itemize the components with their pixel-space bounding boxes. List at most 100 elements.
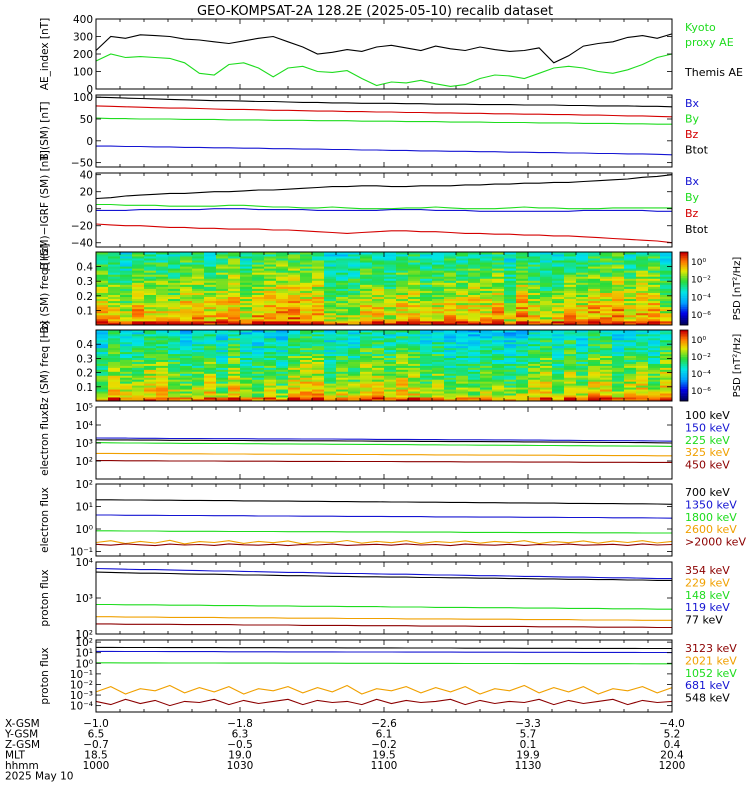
heatmap-cell	[132, 282, 145, 285]
heatmap-cell	[588, 288, 601, 291]
heatmap-cell	[216, 389, 229, 392]
heatmap-cell	[216, 276, 229, 279]
heatmap-cell	[228, 286, 241, 289]
heatmap-cell	[396, 397, 409, 400]
heatmap-cell	[588, 371, 601, 374]
heatmap-cell	[648, 322, 661, 326]
heatmap-cell	[528, 320, 541, 324]
heatmap-cell	[132, 286, 145, 289]
heatmap-cell	[156, 296, 169, 300]
heatmap-cell	[120, 260, 133, 263]
heatmap-cell	[96, 320, 109, 324]
heatmap-cell	[444, 278, 457, 281]
heatmap-cell	[372, 375, 385, 378]
heatmap-cell	[444, 345, 457, 349]
heatmap-cell	[516, 286, 529, 289]
heatmap-cell	[648, 264, 661, 267]
heatmap-cell	[420, 353, 433, 357]
heatmap-cell	[588, 282, 601, 285]
heatmap-cell	[456, 274, 469, 277]
heatmap-cell	[516, 331, 529, 335]
heatmap-cell	[372, 343, 385, 347]
heatmap-cell	[648, 377, 661, 380]
heatmap-cell	[360, 395, 373, 398]
heatmap-cell	[660, 296, 673, 300]
heatmap-cell	[192, 389, 205, 392]
heatmap-cell	[636, 331, 649, 335]
heatmap-cell	[300, 296, 313, 300]
heatmap-cell	[168, 389, 181, 392]
heatmap-cell	[516, 274, 529, 277]
heatmap-cell	[600, 284, 613, 287]
heatmap-cell	[216, 369, 229, 372]
heatmap-cell	[96, 341, 109, 345]
heatmap-cell	[588, 296, 601, 300]
footer-row-label: MLT	[5, 750, 25, 762]
colorbar-tick-label: 10⁻⁶	[691, 387, 711, 397]
heatmap-cell	[648, 304, 661, 308]
heatmap-cell	[204, 282, 217, 285]
heatmap-cell	[432, 373, 445, 376]
heatmap-cell	[276, 391, 289, 394]
heatmap-cell	[564, 286, 577, 289]
legend-entry: Kyoto	[685, 21, 716, 34]
heatmap-cell	[504, 296, 517, 300]
colorbar-tick-label: 10⁰	[691, 258, 706, 268]
heatmap-cell	[180, 333, 193, 337]
heatmap-cell	[660, 266, 673, 269]
heatmap-cell	[300, 268, 313, 271]
heatmap-cell	[384, 377, 397, 380]
heatmap-cell	[180, 318, 193, 322]
heatmap-cell	[588, 385, 601, 388]
heatmap-cell	[180, 260, 193, 263]
heatmap-cell	[264, 268, 277, 271]
heatmap-cell	[120, 353, 133, 357]
heatmap-cell	[564, 381, 577, 384]
heatmap-cell	[204, 254, 217, 257]
heatmap-cell	[204, 274, 217, 277]
heatmap-cell	[180, 377, 193, 380]
colorbar-segment	[680, 392, 688, 395]
heatmap-cell	[660, 330, 673, 333]
legend-entry: Btot	[685, 144, 709, 157]
heatmap-cell	[336, 300, 349, 304]
heatmap-cell	[132, 365, 145, 368]
heatmap-cell	[300, 294, 313, 298]
heatmap-cell	[552, 381, 565, 384]
heatmap-cell	[384, 361, 397, 364]
heatmap-cell	[468, 256, 481, 259]
heatmap-cell	[372, 312, 385, 316]
heatmap-cell	[624, 278, 637, 281]
legend-entry: 77 keV	[685, 614, 723, 627]
heatmap-cell	[456, 337, 469, 341]
heatmap-cell	[180, 387, 193, 390]
heatmap-cell	[168, 316, 181, 320]
heatmap-cell	[528, 385, 541, 388]
heatmap-cell	[552, 349, 565, 353]
colorbar-segment	[680, 349, 688, 352]
heatmap-cell	[108, 296, 121, 300]
heatmap-cell	[348, 296, 361, 300]
heatmap-cell	[432, 316, 445, 320]
heatmap-cell	[588, 331, 601, 335]
heatmap-cell	[492, 310, 505, 314]
heatmap-cell	[336, 302, 349, 306]
heatmap-cell	[636, 377, 649, 380]
y-tick-label: 0.3	[76, 276, 93, 288]
y-axis-label: proton flux	[39, 569, 51, 626]
heatmap-cell	[564, 387, 577, 390]
heatmap-cell	[528, 343, 541, 347]
heatmap-cell	[156, 385, 169, 388]
heatmap-cell	[600, 268, 613, 271]
heatmap-cell	[156, 268, 169, 271]
heatmap-cell	[216, 270, 229, 273]
heatmap-cell	[408, 292, 421, 295]
heatmap-cell	[264, 306, 277, 310]
heatmap-cell	[132, 363, 145, 366]
heatmap-cell	[444, 335, 457, 339]
heatmap-cell	[216, 375, 229, 378]
heatmap-cell	[516, 337, 529, 341]
heatmap-cell	[180, 296, 193, 300]
heatmap-cell	[492, 353, 505, 357]
